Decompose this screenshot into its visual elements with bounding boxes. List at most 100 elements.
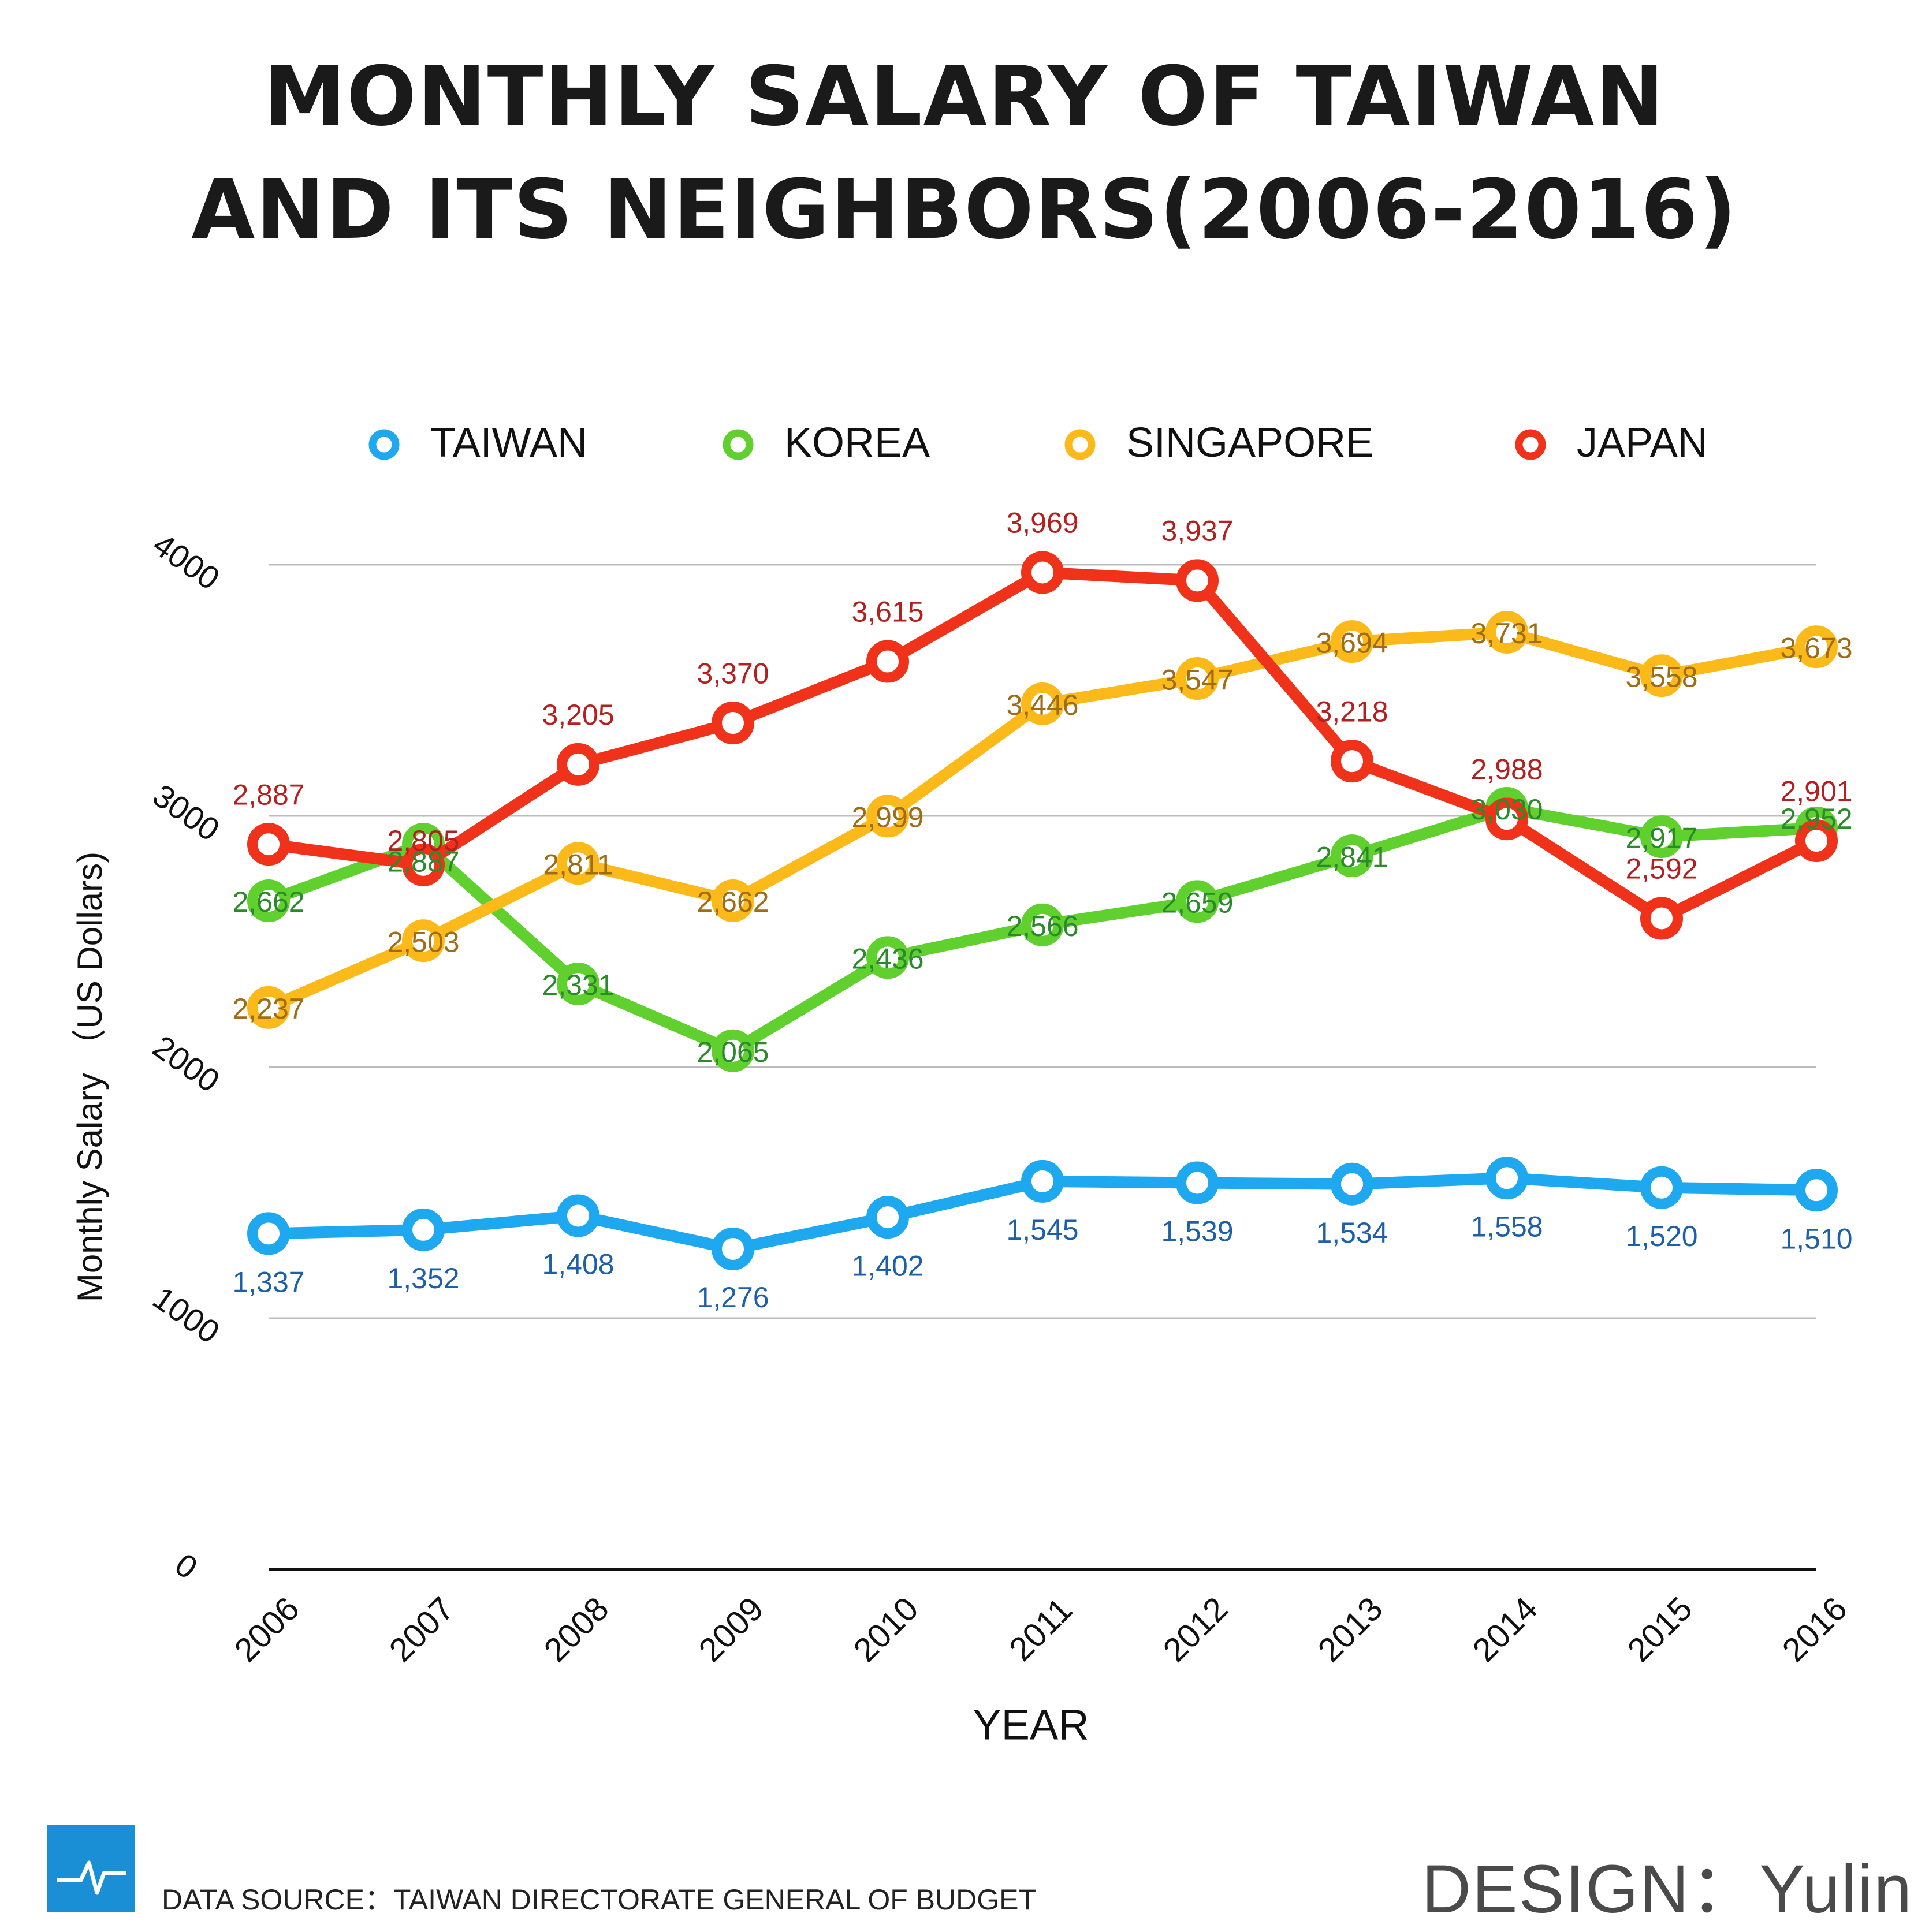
x-tick-label: 2016 (1775, 1590, 1854, 1669)
y-tick-label: 2000 (147, 1028, 226, 1099)
point-taiwan (1176, 1161, 1219, 1204)
data-source: DATA SOURCE：TAIWAN DIRECTORATE GENERAL O… (162, 1883, 1037, 1916)
data-label-korea: 2,659 (1161, 887, 1233, 919)
data-label-singapore: 2,237 (232, 993, 304, 1025)
data-label-japan: 3,218 (1316, 695, 1388, 728)
data-label-singapore: 3,694 (1316, 626, 1388, 659)
data-label-korea: 2,917 (1625, 822, 1697, 854)
x-tick-label: 2011 (1002, 1591, 1079, 1668)
point-taiwan (1331, 1162, 1373, 1206)
title-line-2: AND ITS NEIGHBORS(2006-2016) (191, 162, 1738, 258)
point-korea (247, 879, 290, 923)
y-tick-label: 4000 (147, 526, 226, 597)
legend: TAIWAN KOREA SINGAPORE JAPAN (368, 420, 1708, 466)
data-label-korea: 2,566 (1006, 910, 1078, 942)
point-taiwan (1640, 1166, 1683, 1209)
point-japan (1485, 797, 1528, 841)
point-singapore (402, 919, 445, 963)
data-label-korea: 2,662 (232, 886, 304, 918)
data-label-taiwan: 1,545 (1006, 1214, 1078, 1246)
x-tick-label: 2014 (1465, 1590, 1544, 1669)
y-tick-label: 1000 (147, 1280, 226, 1351)
x-axis-title: YEAR (973, 1701, 1089, 1749)
point-japan (402, 843, 445, 886)
point-singapore (557, 842, 599, 885)
data-label-taiwan: 1,534 (1316, 1217, 1388, 1249)
data-label-singapore: 2,999 (851, 801, 923, 834)
data-label-korea: 2,841 (1316, 841, 1388, 873)
legend-marker-japan (1515, 429, 1546, 460)
data-labels: 1,337 1,352 1,408 1,276 1,402 1,545 1,539 1,534… (232, 507, 1852, 1314)
data-label-taiwan: 1,558 (1470, 1210, 1543, 1243)
legend-marker-korea (723, 429, 754, 460)
x-tick-label: 2006 (227, 1590, 306, 1669)
data-label-korea: 3,030 (1470, 793, 1543, 826)
data-label-singapore: 3,673 (1780, 632, 1852, 664)
data-label-japan: 3,615 (851, 596, 923, 628)
y-tick-label: 0 (169, 1546, 204, 1586)
point-korea (557, 963, 599, 1006)
legend-marker-singapore (1064, 429, 1096, 460)
data-label-japan: 2,805 (387, 825, 459, 857)
data-label-japan: 2,988 (1470, 753, 1543, 785)
data-label-singapore: 2,662 (697, 886, 769, 918)
point-singapore (712, 879, 754, 923)
point-singapore (1331, 620, 1373, 663)
data-label-japan: 3,937 (1161, 515, 1233, 547)
point-japan (247, 823, 290, 866)
data-label-taiwan: 1,337 (232, 1266, 304, 1299)
point-singapore (1176, 657, 1219, 700)
legend-label-japan: JAPAN (1577, 420, 1708, 466)
point-korea (1021, 903, 1064, 946)
y-axis-title: Monthly Salary （US Dollars) (70, 852, 109, 1302)
legend-label-taiwan: TAIWAN (430, 420, 587, 466)
point-singapore (1795, 625, 1838, 669)
point-singapore (1485, 611, 1528, 654)
design-credit: DESIGN：Yulin (1421, 1851, 1913, 1927)
x-tick-label: 2008 (537, 1590, 616, 1669)
point-japan (866, 640, 909, 683)
data-label-taiwan: 1,402 (851, 1250, 923, 1282)
point-japan (1021, 551, 1064, 594)
point-taiwan (402, 1208, 445, 1251)
x-tick-label: 2009 (691, 1590, 770, 1669)
data-label-korea: 2,436 (851, 943, 923, 975)
data-label-korea: 2,331 (542, 969, 614, 1001)
point-korea (866, 936, 909, 979)
data-label-singapore: 3,446 (1006, 689, 1078, 721)
point-taiwan (247, 1212, 290, 1255)
point-korea (712, 1029, 754, 1072)
data-label-korea: 2,952 (1780, 803, 1852, 835)
point-korea (1176, 880, 1219, 923)
point-japan (557, 743, 599, 786)
data-label-taiwan: 1,276 (697, 1281, 769, 1314)
legend-marker-taiwan (368, 429, 400, 460)
data-label-japan: 3,969 (1006, 507, 1078, 539)
title-line-1: MONTHLY SALARY OF TAIWAN (263, 49, 1666, 144)
x-tick-label: 2013 (1310, 1590, 1390, 1669)
point-singapore (247, 986, 290, 1029)
series-lines (247, 551, 1838, 1270)
data-label-singapore: 3,558 (1625, 661, 1697, 693)
point-japan (712, 702, 754, 745)
point-taiwan (1795, 1169, 1838, 1212)
point-japan (1176, 559, 1219, 602)
series-line-japan (263, 566, 1822, 924)
point-taiwan (1021, 1159, 1064, 1203)
legend-label-korea: KOREA (784, 420, 930, 466)
data-label-taiwan: 1,408 (542, 1248, 614, 1281)
point-japan (1795, 819, 1838, 863)
point-singapore (1021, 682, 1064, 725)
point-taiwan (1485, 1157, 1528, 1200)
data-label-taiwan: 1,520 (1625, 1220, 1697, 1252)
point-korea (1331, 834, 1373, 878)
x-tick-label: 2010 (846, 1590, 925, 1669)
point-taiwan (557, 1194, 599, 1237)
data-label-japan: 3,370 (697, 657, 769, 689)
data-label-japan: 2,592 (1625, 853, 1697, 885)
point-singapore (1640, 654, 1683, 698)
y-tick-label: 3000 (147, 777, 226, 848)
x-tick-label: 2015 (1620, 1590, 1699, 1669)
point-korea (1640, 815, 1683, 859)
